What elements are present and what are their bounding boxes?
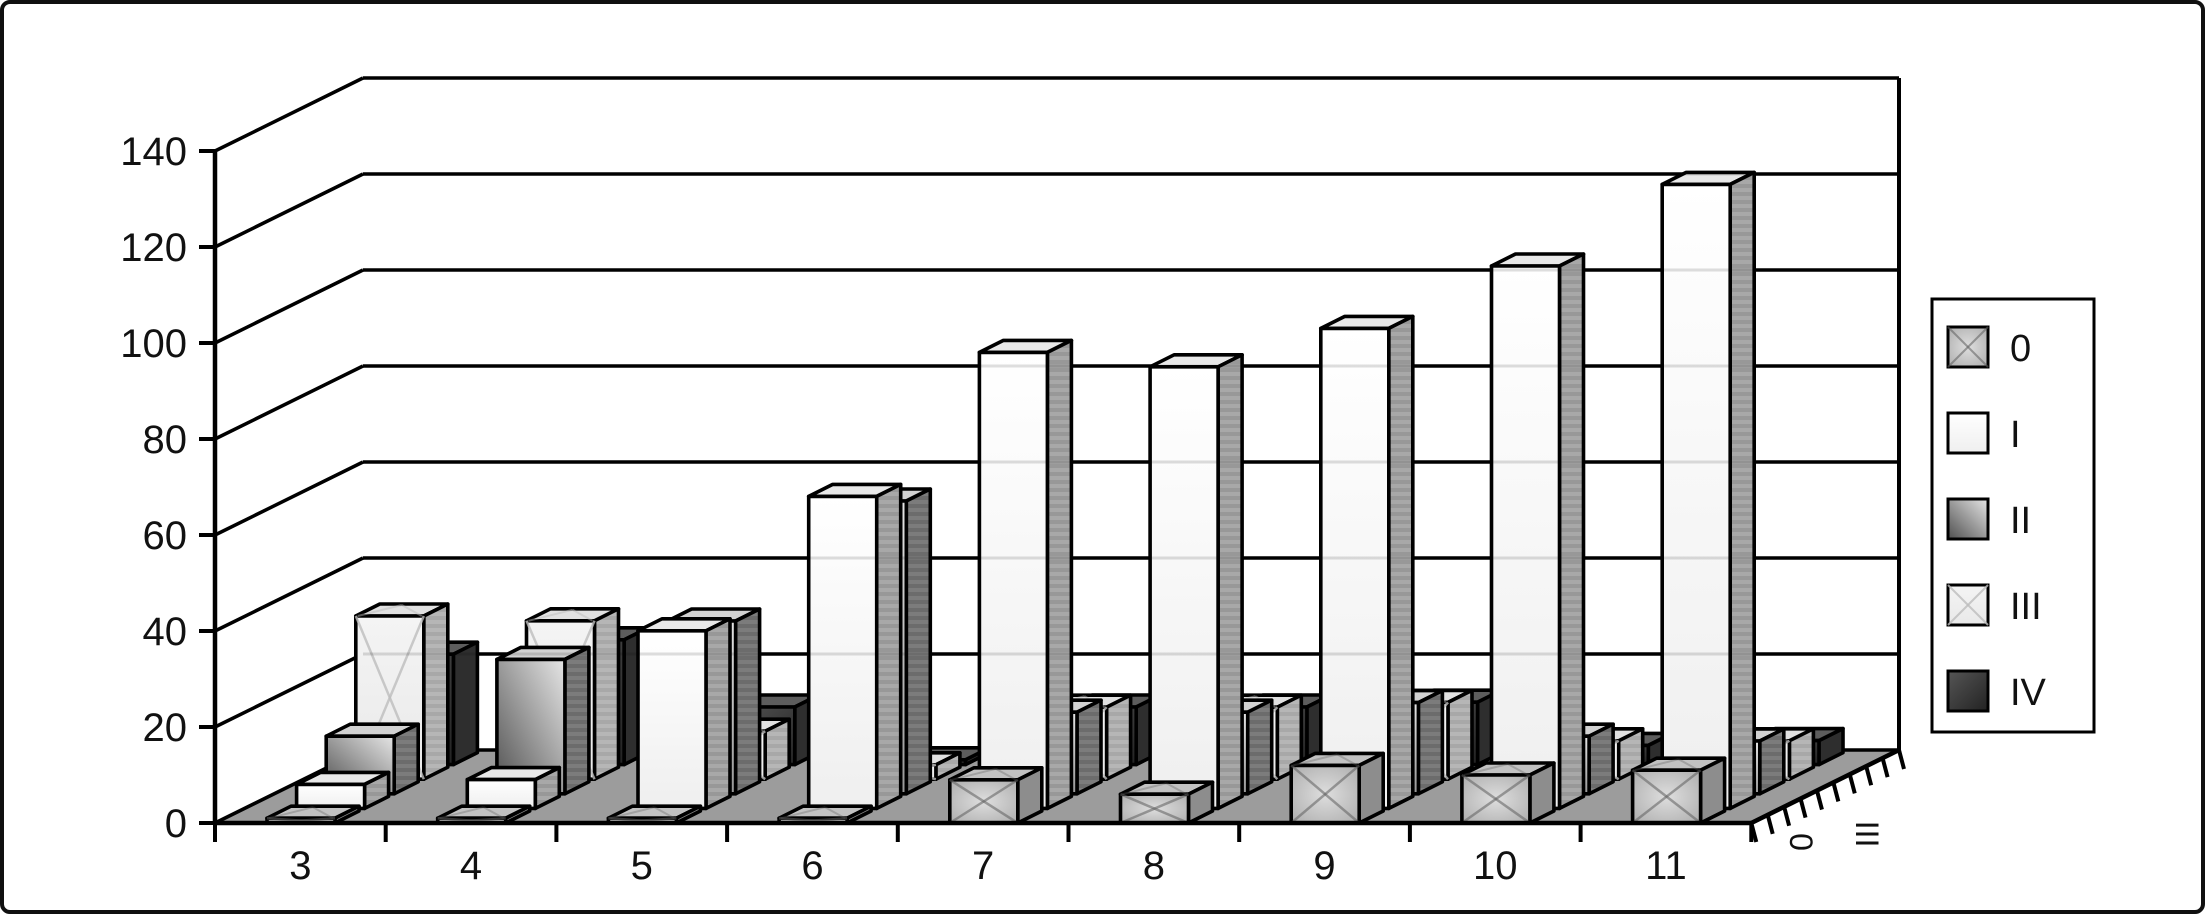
- svg-text:100: 100: [120, 322, 187, 366]
- bar-I-cat7: [977, 338, 1074, 811]
- svg-text:5: 5: [631, 844, 653, 888]
- bar-0-cat7: [947, 765, 1044, 825]
- legend-item-II: II: [1946, 497, 2031, 542]
- svg-text:40: 40: [143, 610, 188, 654]
- axes: [212, 151, 1900, 826]
- svg-text:I: I: [2010, 414, 2021, 456]
- svg-text:III: III: [1849, 821, 1885, 848]
- bars: [265, 170, 1845, 825]
- svg-text:11: 11: [1645, 844, 1687, 888]
- gridline-overlay: [363, 76, 1899, 656]
- svg-text:9: 9: [1313, 844, 1335, 888]
- bar-I-cat5: [636, 616, 732, 811]
- category-labels: 3 4 5 6 7 8 9 10 11: [289, 844, 1686, 888]
- svg-text:6: 6: [801, 844, 823, 888]
- bar-I-cat11: [1660, 170, 1756, 811]
- tick-marks: [199, 149, 1906, 843]
- bar-0-cat6: [777, 804, 873, 825]
- svg-text:IV: IV: [2010, 672, 2047, 714]
- bar-I-cat10: [1489, 252, 1586, 811]
- legend-item-I: I: [1946, 411, 2021, 456]
- svg-text:III: III: [2010, 586, 2042, 628]
- bar-I-cat8: [1148, 352, 1244, 811]
- legend-item-III: III: [1946, 583, 2042, 628]
- svg-text:120: 120: [120, 226, 187, 270]
- legend-item-0: 0: [1946, 325, 2031, 370]
- bar-I-cat4: [465, 765, 562, 811]
- svg-text:0: 0: [165, 802, 187, 846]
- bar-I-cat9: [1319, 314, 1415, 811]
- legend-item-IV: IV: [1946, 669, 2047, 714]
- svg-text:140: 140: [120, 130, 187, 174]
- bar-0-cat10: [1460, 761, 1556, 825]
- svg-text:80: 80: [143, 418, 188, 462]
- svg-text:60: 60: [143, 514, 188, 558]
- bar-I-cat6: [806, 482, 903, 811]
- bar-0-cat8: [1118, 780, 1215, 825]
- svg-text:3: 3: [289, 844, 311, 888]
- bar-0-cat3: [265, 804, 361, 825]
- bar-0-cat11: [1630, 756, 1727, 825]
- gridlines: [214, 76, 1901, 750]
- bar-0-cat9: [1289, 751, 1385, 825]
- svg-text:8: 8: [1143, 844, 1165, 888]
- bar-I-cat3: [294, 770, 391, 811]
- svg-text:0: 0: [1783, 833, 1819, 851]
- svg-text:II: II: [2010, 500, 2031, 542]
- svg-text:0: 0: [2010, 328, 2031, 370]
- svg-text:4: 4: [460, 844, 482, 888]
- svg-text:7: 7: [972, 844, 994, 888]
- svg-text:20: 20: [143, 706, 188, 750]
- depth-axis-labels: 0 III: [1783, 821, 1885, 851]
- y-axis-labels: 0 20 40 60 80 100 120 140: [120, 130, 187, 846]
- svg-text:10: 10: [1473, 844, 1518, 888]
